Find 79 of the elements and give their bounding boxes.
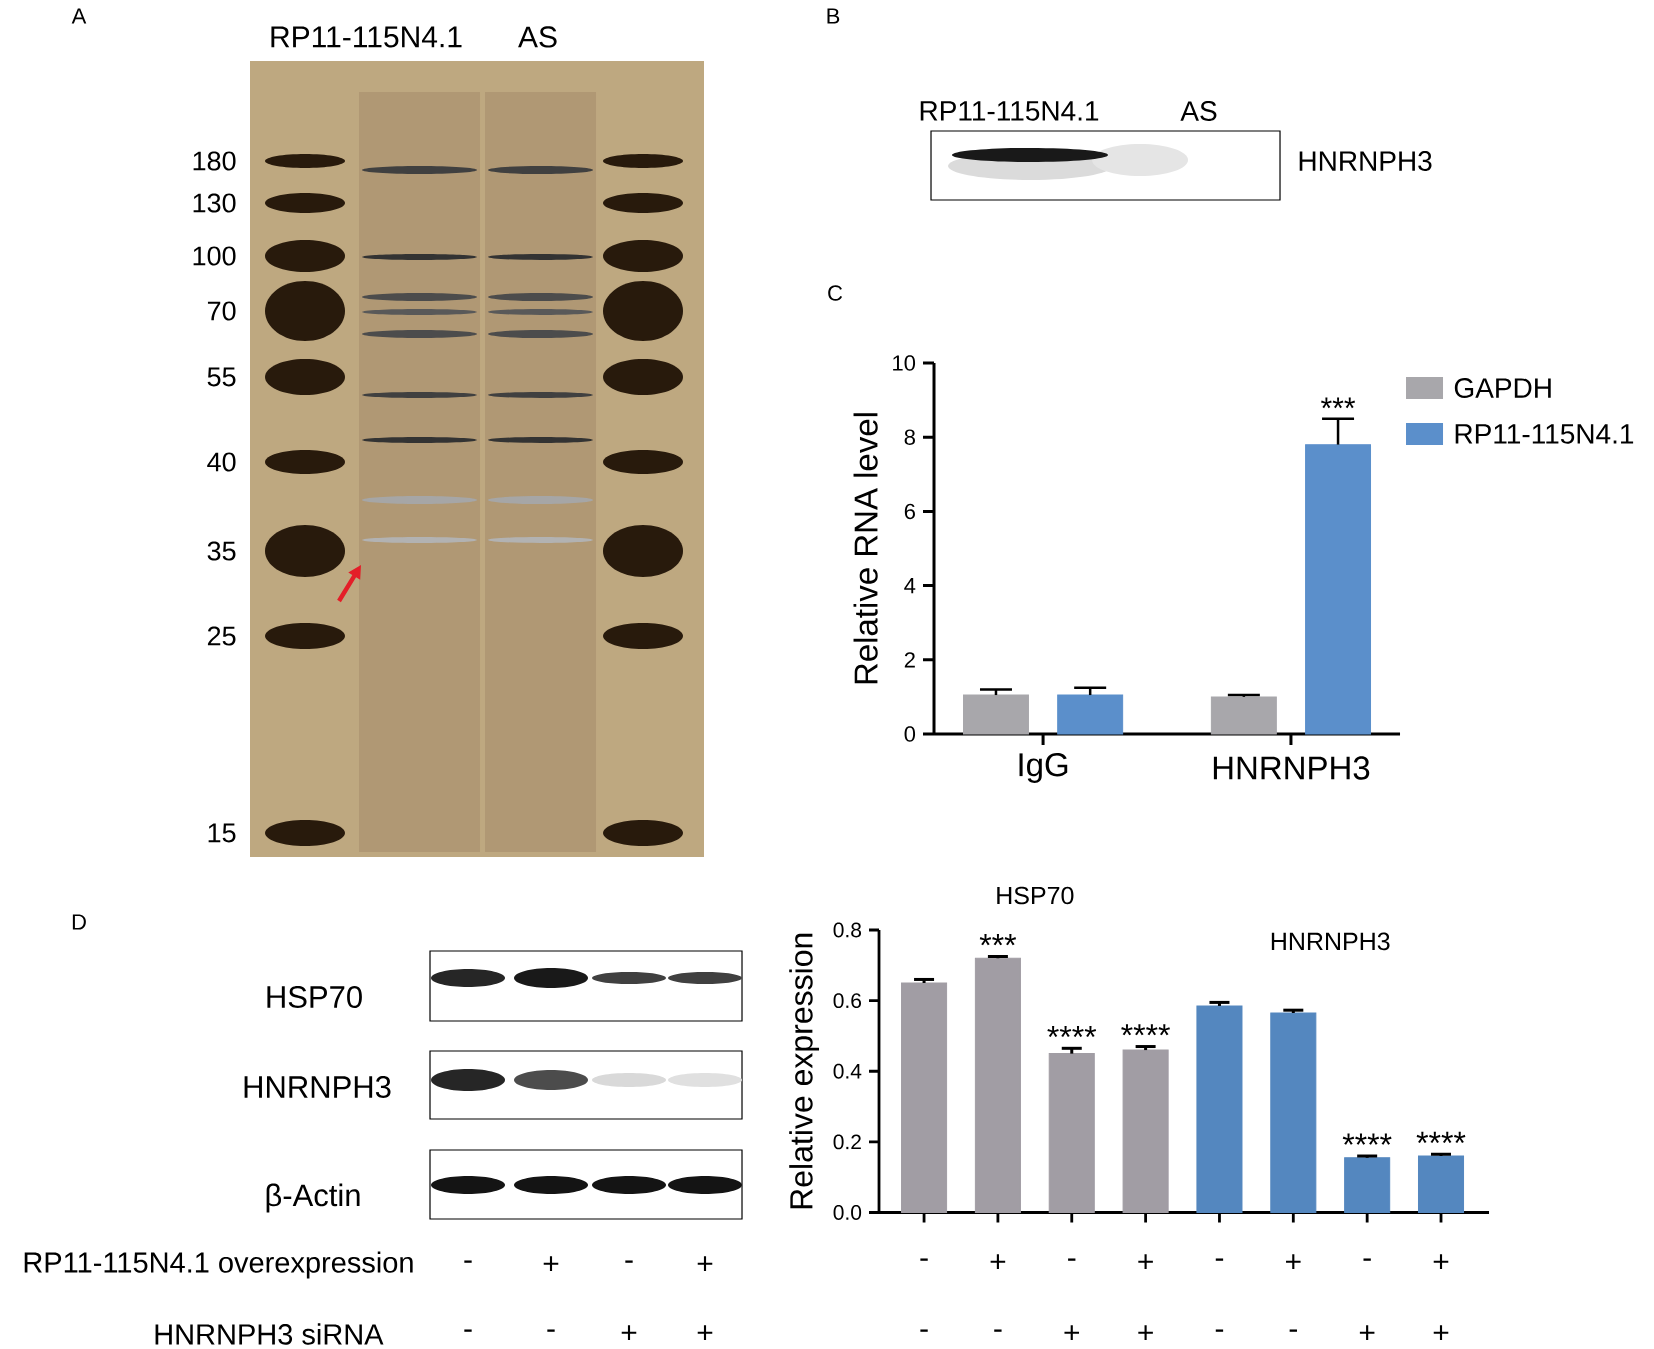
text: HNRNPH3 siRNA	[155, 1323, 384, 1345]
y-tick-label: 8	[904, 429, 915, 445]
text: B	[827, 8, 840, 24]
text: 15	[208, 823, 236, 843]
text: D	[72, 914, 86, 930]
text: -	[920, 1329, 928, 1332]
text: +	[1064, 1325, 1080, 1341]
data-label: ***	[1321, 397, 1356, 409]
text: HNRNPH3	[244, 1076, 391, 1098]
x-tick-label: IgG	[1019, 753, 1068, 783]
y-tick-label: 0	[904, 726, 916, 742]
y-axis-title: Relative RNA level	[853, 413, 878, 684]
bar	[974, 957, 1021, 1214]
y-tick-label: 0.4	[833, 1063, 862, 1079]
x-tick-label: -	[1215, 1258, 1224, 1261]
text: A	[71, 8, 87, 24]
chart-title: C	[828, 285, 843, 301]
bar	[1270, 1012, 1317, 1214]
text: -	[994, 1329, 1002, 1332]
text: -	[464, 1329, 472, 1332]
y-tick-label: 0.2	[833, 1134, 861, 1150]
legend-label: GAPDH	[1454, 378, 1551, 398]
bar	[1122, 1049, 1169, 1214]
data-label: ****	[1121, 1024, 1170, 1036]
legend-label: RP11-115N4.1	[1455, 424, 1634, 444]
bar	[1196, 1005, 1243, 1214]
y-axis-title: Relative expression	[789, 933, 820, 1209]
text: AS	[518, 26, 557, 48]
text: -	[1289, 1329, 1297, 1332]
x-tick-label: +	[1433, 1254, 1449, 1270]
x-tick-label: -	[1363, 1258, 1371, 1261]
text: 55	[207, 367, 236, 387]
x-tick-label: -	[1068, 1258, 1076, 1261]
text: RP11-115N4.1	[920, 101, 1099, 121]
text: 25	[207, 626, 236, 646]
text: 130	[193, 193, 236, 213]
text: HSP70	[267, 986, 362, 1008]
y-tick-label: 4	[904, 578, 916, 594]
bar	[963, 694, 1029, 735]
bar	[1210, 696, 1277, 735]
data-label: ****	[1047, 1025, 1097, 1038]
text: RP11-115N4.1	[271, 26, 462, 48]
data-label: ***	[979, 934, 1017, 946]
text: HNRNPH3	[1299, 151, 1432, 171]
y-tick-label: 10	[893, 355, 916, 371]
text: +	[1359, 1325, 1375, 1341]
bar	[1048, 1053, 1095, 1214]
text: HSP70	[997, 886, 1074, 905]
text: β-Actin	[266, 1183, 360, 1213]
bar	[901, 982, 948, 1214]
text: 40	[207, 452, 236, 472]
text: 180	[193, 151, 236, 171]
text: +	[1138, 1325, 1153, 1341]
bar	[1057, 694, 1124, 735]
text: -	[1215, 1329, 1224, 1332]
text: +	[621, 1325, 637, 1341]
text: 70	[207, 301, 236, 321]
bar	[1344, 1157, 1391, 1214]
y-tick-label: 2	[904, 652, 915, 668]
bar	[1305, 444, 1372, 735]
data-label: ****	[1342, 1133, 1392, 1145]
text: 35	[207, 541, 236, 561]
y-tick-label: 0.6	[833, 993, 862, 1009]
x-tick-label: -	[920, 1258, 928, 1261]
bar	[1417, 1155, 1465, 1214]
x-tick-label: +	[990, 1254, 1006, 1270]
x-tick-label: +	[1286, 1254, 1301, 1270]
text: AS	[1180, 101, 1217, 121]
data-label: ****	[1416, 1131, 1466, 1144]
text: -	[547, 1329, 555, 1332]
y-tick-label: 0.0	[833, 1205, 862, 1220]
text: 100	[193, 246, 236, 266]
text: +	[1433, 1325, 1449, 1341]
text: RP11-115N4.1 overexpression	[24, 1251, 413, 1279]
y-tick-label: 6	[904, 503, 915, 520]
y-tick-label: 0.8	[833, 922, 862, 938]
text: HNRNPH3	[1271, 932, 1390, 951]
text: +	[697, 1325, 713, 1341]
x-tick-label: +	[1138, 1254, 1153, 1270]
